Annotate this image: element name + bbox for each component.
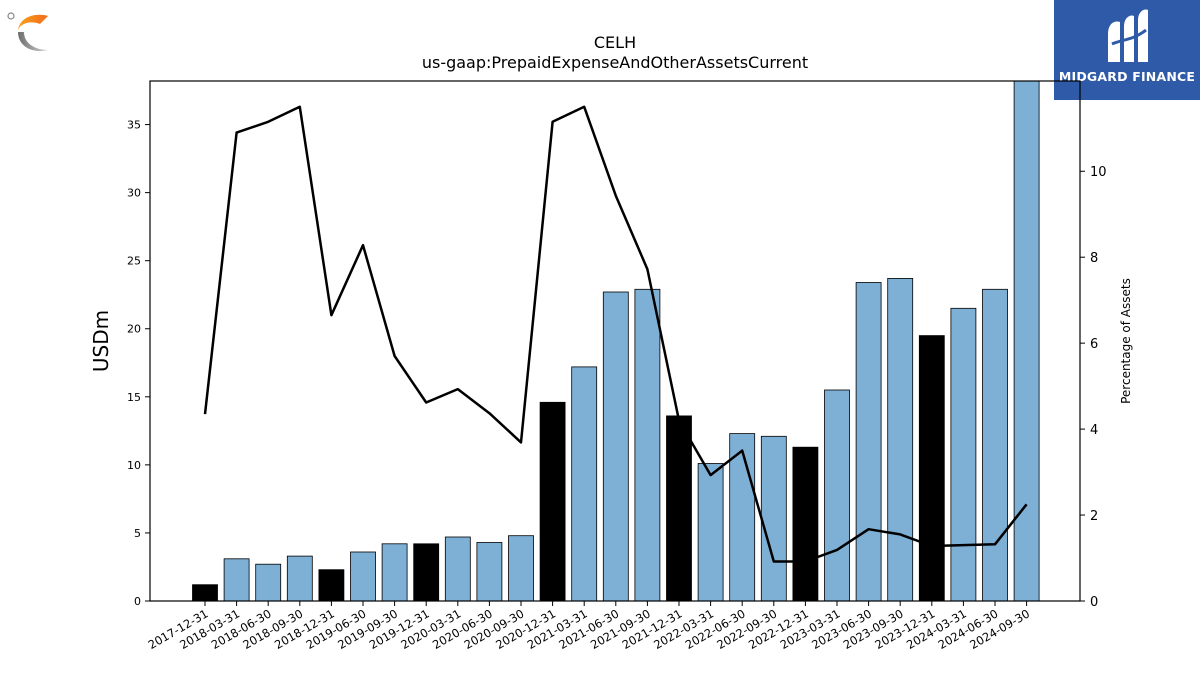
y-tick-label: 30	[127, 187, 141, 200]
y-tick-label: 5	[134, 527, 141, 540]
y2-tick-label: 6	[1090, 337, 1098, 352]
y-tick-label: 15	[127, 391, 141, 404]
percentage-line	[203, 105, 1028, 563]
bar-2022-09-30	[760, 435, 787, 602]
bar-2023-12-31	[918, 335, 945, 602]
bar-2021-12-31	[666, 415, 692, 602]
bar-2020-03-31	[444, 536, 471, 602]
y2-axis-label: Percentage of Assets	[1119, 278, 1133, 404]
bar-2024-06-30	[982, 288, 1008, 602]
bar-2022-03-31	[697, 463, 724, 602]
y-tick-label: 10	[127, 459, 141, 472]
bar-2024-09-30	[1013, 80, 1040, 602]
y2-tick-label: 10	[1090, 165, 1107, 180]
left-logo	[6, 10, 54, 58]
chart-title: CELH	[594, 33, 636, 52]
bar-2019-12-31	[413, 543, 440, 602]
bar-2024-03-31	[950, 307, 977, 602]
bar-2020-09-30	[508, 535, 534, 602]
bar-2019-09-30	[381, 543, 408, 602]
midgard-m-logo-icon	[1108, 9, 1148, 62]
y-tick-label: 0	[134, 595, 141, 608]
y2-tick-label: 8	[1090, 251, 1098, 266]
bar-2023-06-30	[855, 282, 882, 602]
bar-2020-12-31	[539, 401, 566, 602]
bar-2023-09-30	[887, 277, 914, 602]
y-tick-label: 20	[127, 323, 141, 336]
bar-2020-06-30	[476, 542, 503, 602]
bar-2019-06-30	[350, 551, 376, 602]
bar-2021-03-31	[571, 366, 598, 602]
midgard-finance-brand-text: MIDGARD FINANCE	[1058, 69, 1196, 84]
swirl-logo-icon	[7, 12, 48, 52]
y-tick-label: 25	[127, 255, 141, 268]
y-tick-label: 35	[127, 119, 141, 132]
bar-2022-06-30	[729, 433, 756, 602]
bar-2018-12-31	[318, 569, 345, 602]
bar-2018-03-31	[223, 558, 250, 602]
midgard-finance-logo: MIDGARD FINANCE	[1054, 0, 1200, 100]
plot-frame	[149, 80, 1081, 602]
bar-2017-12-31	[192, 584, 218, 602]
y2-tick-label: 0	[1090, 595, 1098, 610]
y2-tick-label: 4	[1090, 423, 1098, 438]
y-axis-label: USDm	[89, 310, 113, 372]
bar-2022-12-31	[792, 446, 819, 602]
bar-2023-03-31	[824, 389, 850, 602]
chart-subtitle: us-gaap:PrepaidExpenseAndOtherAssetsCurr…	[422, 53, 808, 72]
bar-2018-09-30	[286, 555, 313, 602]
bar-2021-06-30	[602, 291, 629, 602]
bar-2018-06-30	[255, 563, 282, 602]
y2-tick-label: 2	[1090, 509, 1098, 524]
bar-2021-09-30	[634, 288, 661, 602]
